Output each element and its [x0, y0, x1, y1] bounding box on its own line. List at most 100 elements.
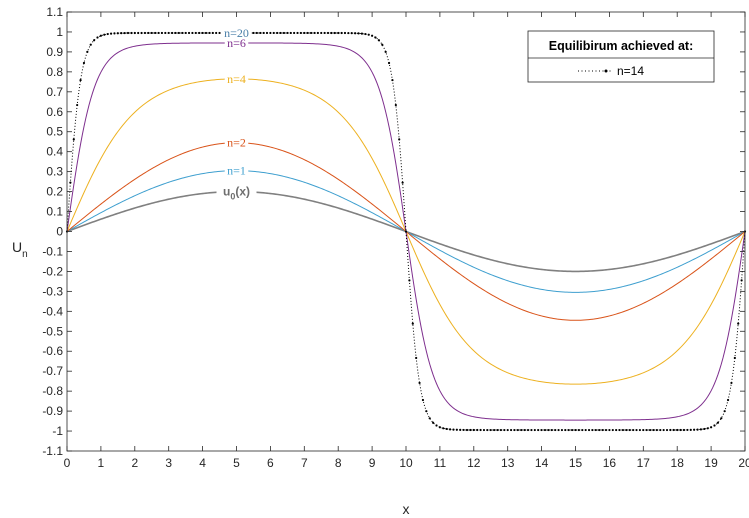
y-tick-label: -1.1	[42, 444, 63, 458]
series-point	[170, 31, 174, 35]
curve-label-background	[224, 135, 249, 149]
y-tick-label: -0.5	[42, 324, 63, 338]
x-tick-label: 15	[569, 456, 583, 470]
series-point	[530, 428, 533, 432]
series-point	[679, 428, 682, 432]
series-point	[198, 31, 201, 35]
series-point	[615, 428, 618, 432]
series-point	[574, 428, 577, 432]
series-point	[672, 428, 675, 432]
x-tick-label: 3	[165, 456, 172, 470]
series-point	[89, 43, 92, 46]
series-point	[659, 428, 662, 432]
series-point	[730, 381, 733, 385]
y-tick-label: -1	[52, 424, 63, 438]
series-point	[432, 421, 435, 424]
series-point	[506, 428, 509, 432]
x-tick-label: 16	[603, 456, 617, 470]
y-tick-label: 1	[56, 25, 63, 39]
series-point	[123, 31, 126, 35]
series-point	[635, 428, 638, 432]
series-point	[167, 31, 170, 35]
series-point	[720, 417, 723, 420]
series-point	[337, 31, 340, 35]
curve-label-n-6: n=6	[227, 36, 246, 50]
series-point	[286, 31, 289, 35]
series-point	[584, 428, 587, 432]
series-point	[604, 428, 608, 432]
series-point	[72, 138, 75, 141]
series-point	[306, 31, 309, 35]
series-point	[587, 428, 591, 432]
series-point	[354, 32, 357, 35]
series-point	[642, 428, 645, 432]
series-point	[608, 428, 611, 432]
series-point	[96, 36, 99, 39]
series-point	[154, 31, 157, 35]
series-point	[384, 50, 387, 53]
series-point	[116, 32, 119, 35]
series-point	[625, 428, 628, 432]
annotation-layer: u0(x) n=1 n=2 n=4 n=6n=20	[216, 25, 257, 202]
x-axis-label: x	[403, 501, 410, 517]
series-point	[726, 398, 730, 402]
series-point	[438, 426, 441, 429]
series-point	[272, 31, 275, 35]
series-point	[364, 32, 367, 36]
x-tick-label: 14	[535, 456, 549, 470]
series-point	[645, 428, 648, 432]
series-point	[282, 31, 286, 35]
series-point	[594, 428, 597, 432]
series-point	[299, 31, 303, 35]
series-point	[360, 32, 364, 35]
series-point	[296, 31, 299, 35]
series-point	[503, 428, 506, 432]
y-tick-label: 0	[56, 225, 63, 239]
series-point	[611, 428, 614, 432]
curve-label-sub: 0	[230, 192, 235, 202]
series-point	[215, 31, 218, 35]
series-point	[577, 428, 580, 432]
series-point	[140, 31, 143, 35]
y-axis-label-main: U	[12, 239, 22, 255]
series-point	[408, 279, 411, 282]
x-tick-label: 0	[64, 456, 71, 470]
y-tick-label: 0.9	[46, 45, 63, 59]
curve-label-background	[224, 71, 249, 85]
y-tick-label: -0.4	[42, 304, 63, 318]
y-tick-label: -0.1	[42, 244, 63, 258]
series-point	[523, 428, 526, 432]
series-point	[109, 32, 113, 35]
series-point	[689, 428, 692, 431]
series-point	[381, 43, 384, 46]
y-axis-label-sub: n	[22, 249, 28, 260]
curve-label-n-20: n=20	[224, 26, 249, 40]
series-point	[184, 31, 187, 35]
curve-label-suffix: (x)	[235, 185, 250, 199]
x-tick-label: 13	[501, 456, 515, 470]
series-point	[560, 428, 564, 432]
series-point	[632, 428, 635, 432]
series-point	[323, 31, 326, 35]
x-tick-label: 9	[369, 456, 376, 470]
series-point	[699, 428, 703, 431]
series-point	[164, 31, 167, 35]
series-point	[86, 50, 89, 53]
x-tick-label: 20	[738, 456, 749, 470]
series-point	[655, 428, 658, 432]
series-point	[723, 410, 726, 413]
series-point	[516, 428, 519, 432]
series-point	[187, 31, 191, 35]
series-point	[218, 31, 221, 35]
series-point	[76, 103, 79, 107]
series-point	[106, 32, 109, 36]
y-tick-label: -0.8	[42, 384, 63, 398]
series-point	[476, 428, 479, 432]
x-tick-label: 10	[399, 456, 413, 470]
x-tick-label: 18	[671, 456, 685, 470]
series-point	[347, 31, 350, 35]
series-point	[211, 31, 214, 35]
series-point	[706, 427, 709, 430]
series-point	[201, 31, 204, 35]
series-point	[82, 61, 86, 65]
